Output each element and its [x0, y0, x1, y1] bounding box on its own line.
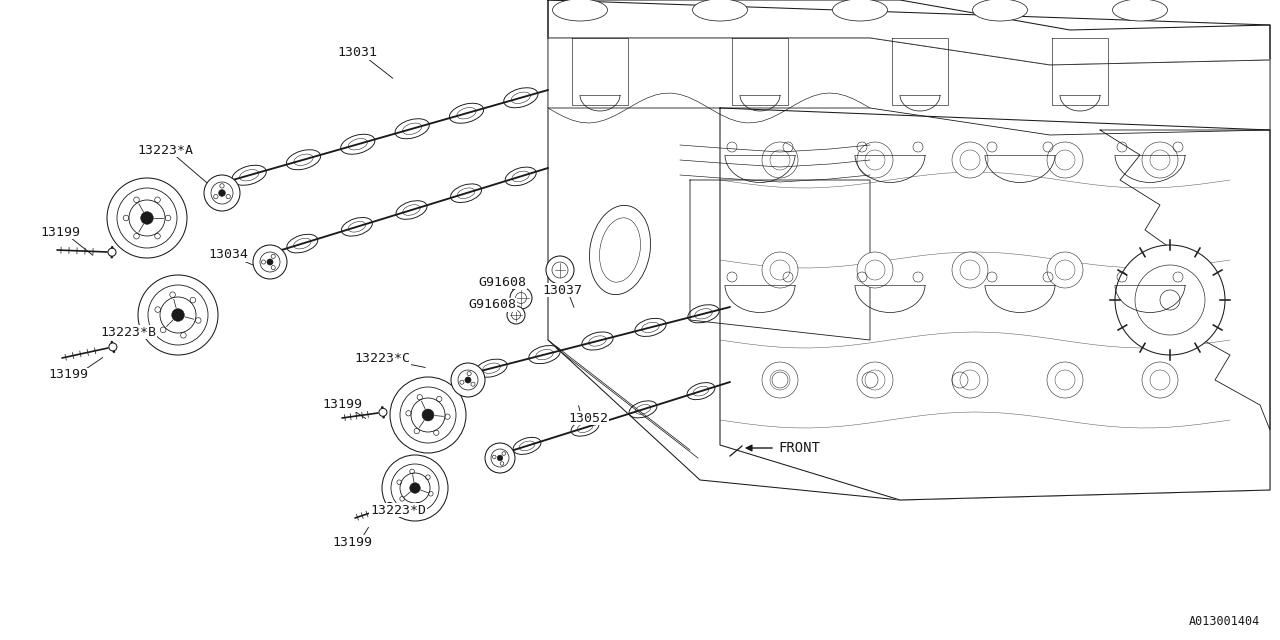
Circle shape: [1115, 245, 1225, 355]
Polygon shape: [548, 0, 1270, 65]
Circle shape: [219, 189, 225, 196]
Circle shape: [465, 377, 471, 383]
Circle shape: [1047, 252, 1083, 288]
Circle shape: [108, 178, 187, 258]
Circle shape: [381, 455, 448, 521]
Circle shape: [379, 408, 387, 416]
Circle shape: [1142, 142, 1178, 178]
Circle shape: [451, 363, 485, 397]
Text: 13223*D: 13223*D: [370, 504, 426, 516]
Circle shape: [509, 287, 532, 309]
Polygon shape: [1100, 130, 1270, 430]
Circle shape: [1142, 252, 1178, 288]
Ellipse shape: [553, 0, 608, 21]
Circle shape: [485, 443, 515, 473]
Circle shape: [547, 256, 573, 284]
Circle shape: [762, 252, 797, 288]
Text: 13199: 13199: [40, 225, 79, 239]
Text: 13223*B: 13223*B: [100, 326, 156, 339]
Text: 13199: 13199: [49, 369, 88, 381]
Text: FRONT: FRONT: [778, 441, 820, 455]
Text: 13034: 13034: [207, 248, 248, 262]
Ellipse shape: [832, 0, 887, 21]
Circle shape: [390, 377, 466, 453]
Circle shape: [268, 259, 273, 265]
Ellipse shape: [973, 0, 1028, 21]
Ellipse shape: [692, 0, 748, 21]
Text: 13199: 13199: [332, 536, 372, 548]
Circle shape: [253, 245, 287, 279]
Circle shape: [507, 306, 525, 324]
Circle shape: [1047, 142, 1083, 178]
Circle shape: [410, 483, 420, 493]
Polygon shape: [719, 108, 1270, 500]
Circle shape: [108, 248, 116, 256]
Circle shape: [952, 252, 988, 288]
Text: 13037: 13037: [541, 284, 582, 296]
Text: G91608: G91608: [468, 298, 516, 312]
Circle shape: [204, 175, 241, 211]
Text: G91608: G91608: [477, 275, 526, 289]
Circle shape: [385, 502, 394, 511]
Circle shape: [858, 252, 893, 288]
Ellipse shape: [1112, 0, 1167, 21]
Circle shape: [172, 308, 184, 321]
Polygon shape: [548, 38, 1270, 135]
Text: A013001404: A013001404: [1189, 615, 1260, 628]
Circle shape: [858, 142, 893, 178]
Circle shape: [952, 142, 988, 178]
Circle shape: [762, 142, 797, 178]
Circle shape: [498, 455, 503, 461]
Polygon shape: [548, 0, 1270, 500]
Circle shape: [952, 362, 988, 398]
Circle shape: [762, 362, 797, 398]
Circle shape: [1142, 362, 1178, 398]
Circle shape: [138, 275, 218, 355]
Text: 13052: 13052: [568, 412, 608, 424]
Circle shape: [858, 362, 893, 398]
Text: 13223*C: 13223*C: [355, 351, 410, 365]
Polygon shape: [690, 180, 870, 340]
Circle shape: [141, 212, 154, 224]
Circle shape: [109, 343, 116, 351]
Circle shape: [1047, 362, 1083, 398]
Ellipse shape: [589, 205, 650, 294]
Text: 13199: 13199: [323, 399, 362, 412]
Circle shape: [422, 409, 434, 421]
Text: 13223*A: 13223*A: [137, 143, 193, 157]
Text: 13031: 13031: [337, 47, 378, 60]
